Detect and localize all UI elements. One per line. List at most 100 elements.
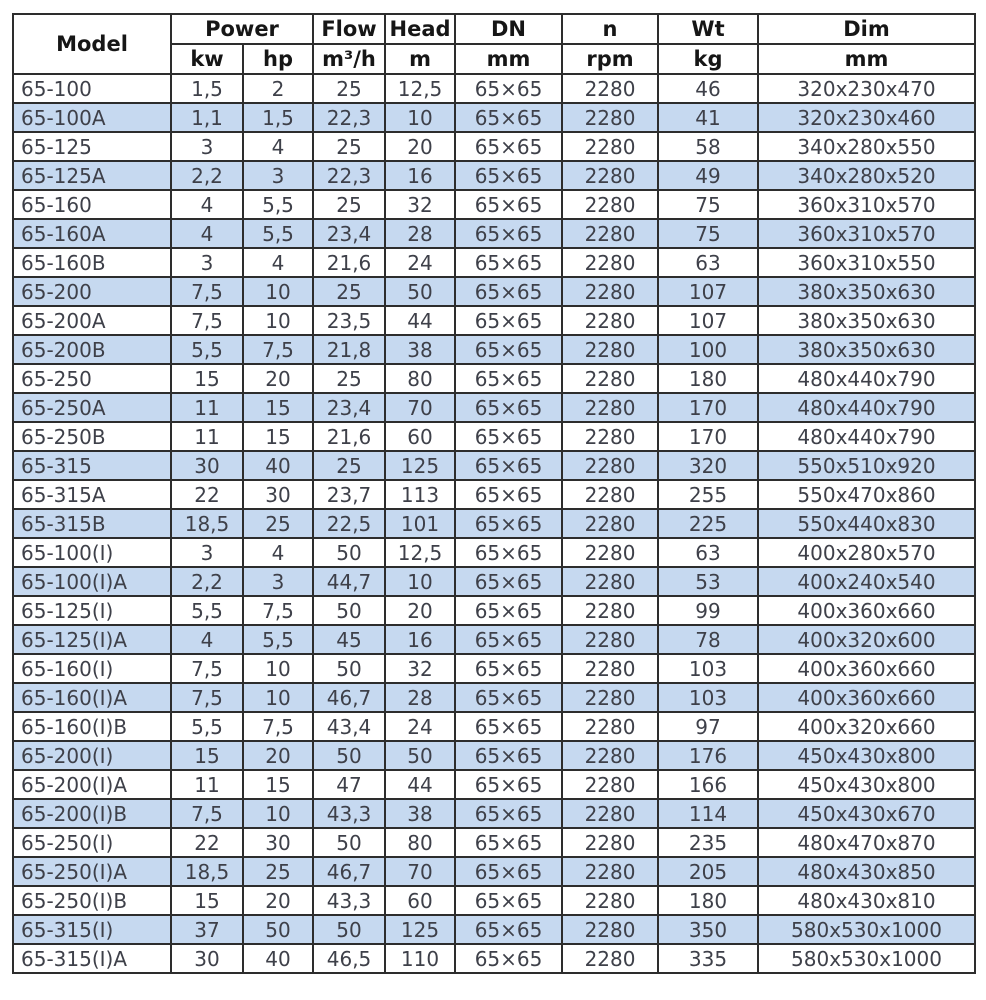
table-row: 65-160B 3 4 21,6 24 65×65 2280 63 360x310x550 xyxy=(12,247,977,278)
dim-cell: 400x360x660 xyxy=(757,653,977,684)
n-cell: 2280 xyxy=(561,73,660,104)
n-cell: 2280 xyxy=(561,914,660,945)
table-row: 65-200(I)A 11 15 47 44 65×65 2280 166 450x430x80… xyxy=(12,769,977,800)
flow-cell: 47 xyxy=(312,769,387,800)
head-cell: 80 xyxy=(384,827,457,858)
model-cell: 65-250B xyxy=(12,421,172,452)
wt-cell: 255 xyxy=(657,479,760,510)
model-cell: 65-200B xyxy=(12,334,172,365)
dim-cell: 400x360x660 xyxy=(757,595,977,626)
dim-cell: 360x310x570 xyxy=(757,189,977,220)
dim-cell: 380x350x630 xyxy=(757,276,977,307)
dn-cell: 65×65 xyxy=(454,537,564,568)
unit-header-n: rpm xyxy=(561,43,660,75)
power-hp-cell: 25 xyxy=(241,856,315,887)
model-cell: 65-250 xyxy=(12,363,172,394)
table-row: 65-200A 7,5 10 23,5 44 65×65 2280 107 380x350x63… xyxy=(12,305,977,336)
power-hp-cell: 7,5 xyxy=(241,711,315,742)
table-row: 65-315A 22 30 23,7 113 65×65 2280 255 550x470x86… xyxy=(12,479,977,510)
power-kw-cell: 1,5 xyxy=(170,73,244,104)
power-kw-cell: 4 xyxy=(170,218,244,249)
power-hp-cell: 30 xyxy=(241,479,315,510)
flow-cell: 25 xyxy=(312,73,387,104)
n-cell: 2280 xyxy=(561,218,660,249)
dn-cell: 65×65 xyxy=(454,247,564,278)
dn-cell: 65×65 xyxy=(454,566,564,597)
head-cell: 60 xyxy=(384,421,457,452)
table-row: 65-250(I) 22 30 50 80 65×65 2280 235 480x470x870 xyxy=(12,827,977,858)
head-cell: 101 xyxy=(384,508,457,539)
dim-cell: 480x430x850 xyxy=(757,856,977,887)
table-row: 65-315B 18,5 25 22,5 101 65×65 2280 225 550x440x… xyxy=(12,508,977,539)
head-cell: 110 xyxy=(384,943,457,974)
flow-cell: 23,5 xyxy=(312,305,387,336)
head-cell: 20 xyxy=(384,595,457,626)
header-row-labels: Model Power Flow Head DN n Wt Dim xyxy=(12,13,977,75)
model-cell: 65-125(I) xyxy=(12,595,172,626)
head-cell: 38 xyxy=(384,334,457,365)
unit-header-dim: mm xyxy=(757,43,977,75)
dn-cell: 65×65 xyxy=(454,218,564,249)
model-cell: 65-315B xyxy=(12,508,172,539)
n-cell: 2280 xyxy=(561,334,660,365)
flow-cell: 22,3 xyxy=(312,102,387,133)
table-header: Model Power Flow Head DN n Wt Dim kw hp … xyxy=(12,13,977,75)
n-cell: 2280 xyxy=(561,479,660,510)
n-cell: 2280 xyxy=(561,189,660,220)
head-cell: 32 xyxy=(384,189,457,220)
model-cell: 65-250A xyxy=(12,392,172,423)
n-cell: 2280 xyxy=(561,421,660,452)
dim-cell: 450x430x800 xyxy=(757,769,977,800)
n-cell: 2280 xyxy=(561,827,660,858)
head-cell: 125 xyxy=(384,914,457,945)
head-cell: 50 xyxy=(384,276,457,307)
wt-cell: 41 xyxy=(657,102,760,133)
table-row: 65-160(I)A 7,5 10 46,7 28 65×65 2280 103 400x360… xyxy=(12,682,977,713)
model-cell: 65-200(I)A xyxy=(12,769,172,800)
model-cell: 65-250(I)B xyxy=(12,885,172,916)
model-cell: 65-160(I)B xyxy=(12,711,172,742)
head-cell: 16 xyxy=(384,624,457,655)
n-cell: 2280 xyxy=(561,885,660,916)
power-kw-cell: 7,5 xyxy=(170,305,244,336)
head-cell: 125 xyxy=(384,450,457,481)
column-header-head: Head xyxy=(384,13,457,45)
head-cell: 28 xyxy=(384,218,457,249)
wt-cell: 235 xyxy=(657,827,760,858)
dim-cell: 400x280x570 xyxy=(757,537,977,568)
table-row: 65-250(I)B 15 20 43,3 60 65×65 2280 180 480x430x… xyxy=(12,885,977,916)
model-cell: 65-125 xyxy=(12,131,172,162)
table-row: 65-200 7,5 10 25 50 65×65 2280 107 380x350x630 xyxy=(12,276,977,307)
dn-cell: 65×65 xyxy=(454,305,564,336)
dn-cell: 65×65 xyxy=(454,508,564,539)
n-cell: 2280 xyxy=(561,711,660,742)
power-hp-cell: 3 xyxy=(241,160,315,191)
dn-cell: 65×65 xyxy=(454,943,564,974)
table-row: 65-125 3 4 25 20 65×65 2280 58 340x280x550 xyxy=(12,131,977,162)
head-cell: 10 xyxy=(384,102,457,133)
power-hp-cell: 5,5 xyxy=(241,218,315,249)
flow-cell: 50 xyxy=(312,827,387,858)
power-kw-cell: 22 xyxy=(170,827,244,858)
wt-cell: 176 xyxy=(657,740,760,771)
dim-cell: 480x440x790 xyxy=(757,421,977,452)
dim-cell: 400x320x660 xyxy=(757,711,977,742)
unit-header-kw: kw xyxy=(170,43,244,75)
table-body: 65-100 1,5 2 25 12,5 65×65 2280 46 320x230x470 65… xyxy=(12,73,977,974)
head-cell: 12,5 xyxy=(384,73,457,104)
table-row: 65-250(I)A 18,5 25 46,7 70 65×65 2280 205 480x43… xyxy=(12,856,977,887)
power-kw-cell: 30 xyxy=(170,450,244,481)
wt-cell: 49 xyxy=(657,160,760,191)
wt-cell: 166 xyxy=(657,769,760,800)
column-header-flow: Flow xyxy=(312,13,387,45)
flow-cell: 23,4 xyxy=(312,218,387,249)
model-cell: 65-315A xyxy=(12,479,172,510)
dim-cell: 340x280x550 xyxy=(757,131,977,162)
table-row: 65-315(I) 37 50 50 125 65×65 2280 350 580x530x10… xyxy=(12,914,977,945)
table-row: 65-100(I)A 2,2 3 44,7 10 65×65 2280 53 400x240x5… xyxy=(12,566,977,597)
n-cell: 2280 xyxy=(561,856,660,887)
flow-cell: 50 xyxy=(312,537,387,568)
flow-cell: 45 xyxy=(312,624,387,655)
dn-cell: 65×65 xyxy=(454,450,564,481)
